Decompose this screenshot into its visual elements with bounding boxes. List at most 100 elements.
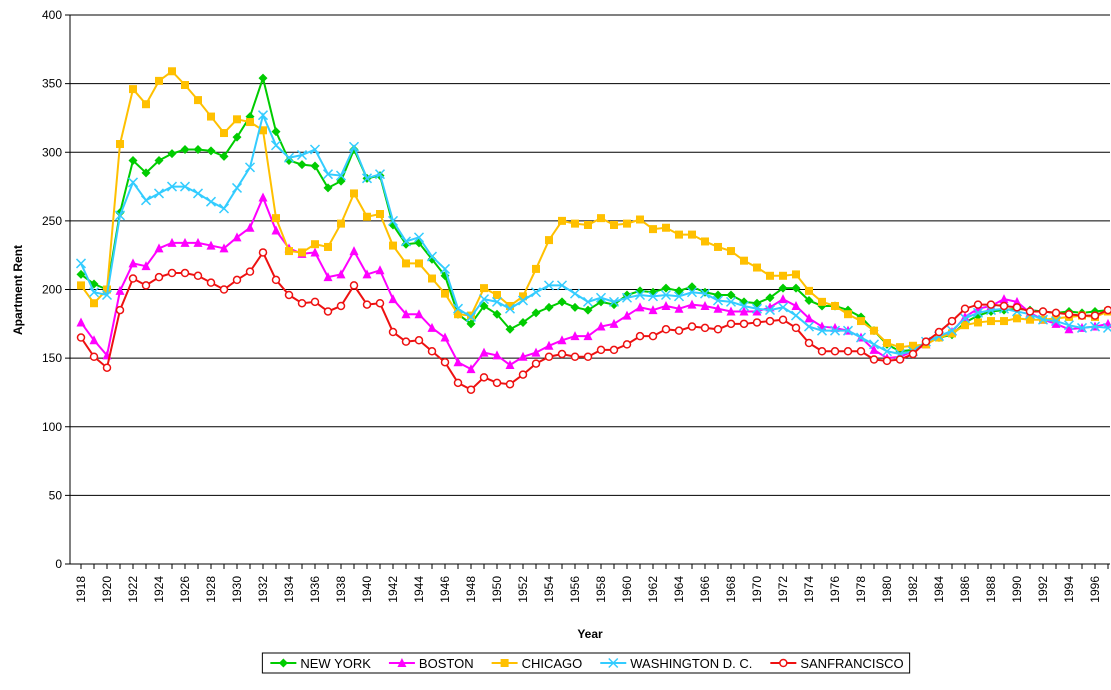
marker [142,100,150,109]
marker [337,219,345,228]
marker [610,220,618,229]
marker [1051,318,1061,328]
marker [791,323,801,333]
marker [259,126,267,135]
marker [500,659,509,667]
marker [896,343,904,352]
marker [505,359,515,369]
legend-label: NEW YORK [300,656,371,671]
marker [584,220,592,229]
y-tick-label: 400 [42,8,62,22]
marker [647,291,659,302]
marker [779,271,787,280]
marker [218,203,230,214]
marker [440,357,450,367]
marker [519,292,527,301]
marker [219,151,229,161]
x-tick-label: 1988 [984,576,998,603]
marker [245,267,255,276]
marker [948,329,956,338]
marker [543,280,555,291]
marker [310,297,320,307]
marker [309,144,321,155]
x-tick-label: 1928 [204,576,218,603]
marker [76,269,86,279]
marker [180,145,190,155]
series [76,248,1111,394]
marker [868,339,880,350]
marker [1090,311,1100,320]
marker [271,225,281,235]
marker [440,332,450,342]
marker [816,325,828,336]
marker [557,297,567,307]
x-tick-label: 1966 [698,576,712,603]
marker [960,311,970,321]
marker [986,300,996,309]
marker [687,299,697,309]
marker [700,300,710,310]
marker [362,300,372,309]
marker [791,300,801,310]
x-tick-label: 1936 [308,576,322,603]
marker [829,325,841,336]
marker [842,325,854,336]
marker [116,140,124,149]
marker [127,177,139,188]
marker [1077,311,1087,320]
legend-label: WASHINGTON D. C. [630,656,752,671]
marker [389,241,397,250]
marker [700,323,710,333]
marker [283,152,295,163]
marker [491,296,503,307]
marker [609,345,619,355]
marker [753,263,761,272]
marker [336,301,346,311]
marker [583,352,593,362]
y-tick-label: 350 [42,77,62,91]
x-tick-label: 1962 [646,576,660,603]
marker [999,301,1009,311]
marker [778,294,788,304]
marker [570,331,580,341]
marker [193,271,203,281]
marker [427,254,437,264]
marker [336,269,346,279]
marker [415,259,423,268]
marker [1000,317,1008,326]
marker [376,210,384,219]
marker [439,263,451,274]
marker [219,243,229,253]
marker [310,161,320,171]
marker [752,318,762,327]
marker [323,307,333,316]
legend-label: BOSTON [419,656,474,671]
marker [959,313,971,324]
y-tick-label: 100 [42,420,62,434]
marker [934,327,944,337]
marker [739,319,749,329]
x-tick-label: 1984 [932,576,946,603]
marker [1012,303,1022,312]
x-tick-label: 1956 [568,576,582,603]
marker [401,239,411,249]
marker [219,285,229,294]
marker [492,350,502,360]
marker [608,296,620,307]
marker [452,303,464,314]
marker [388,294,398,304]
marker [765,293,775,303]
marker [207,112,215,121]
marker [402,259,410,268]
marker [855,332,867,343]
marker [1076,322,1088,333]
marker [1050,316,1062,327]
marker [531,359,541,368]
marker [531,308,541,318]
marker [751,303,763,314]
x-tick-label: 1964 [672,576,686,603]
marker [220,129,228,138]
marker [870,326,878,335]
marker [180,268,190,278]
